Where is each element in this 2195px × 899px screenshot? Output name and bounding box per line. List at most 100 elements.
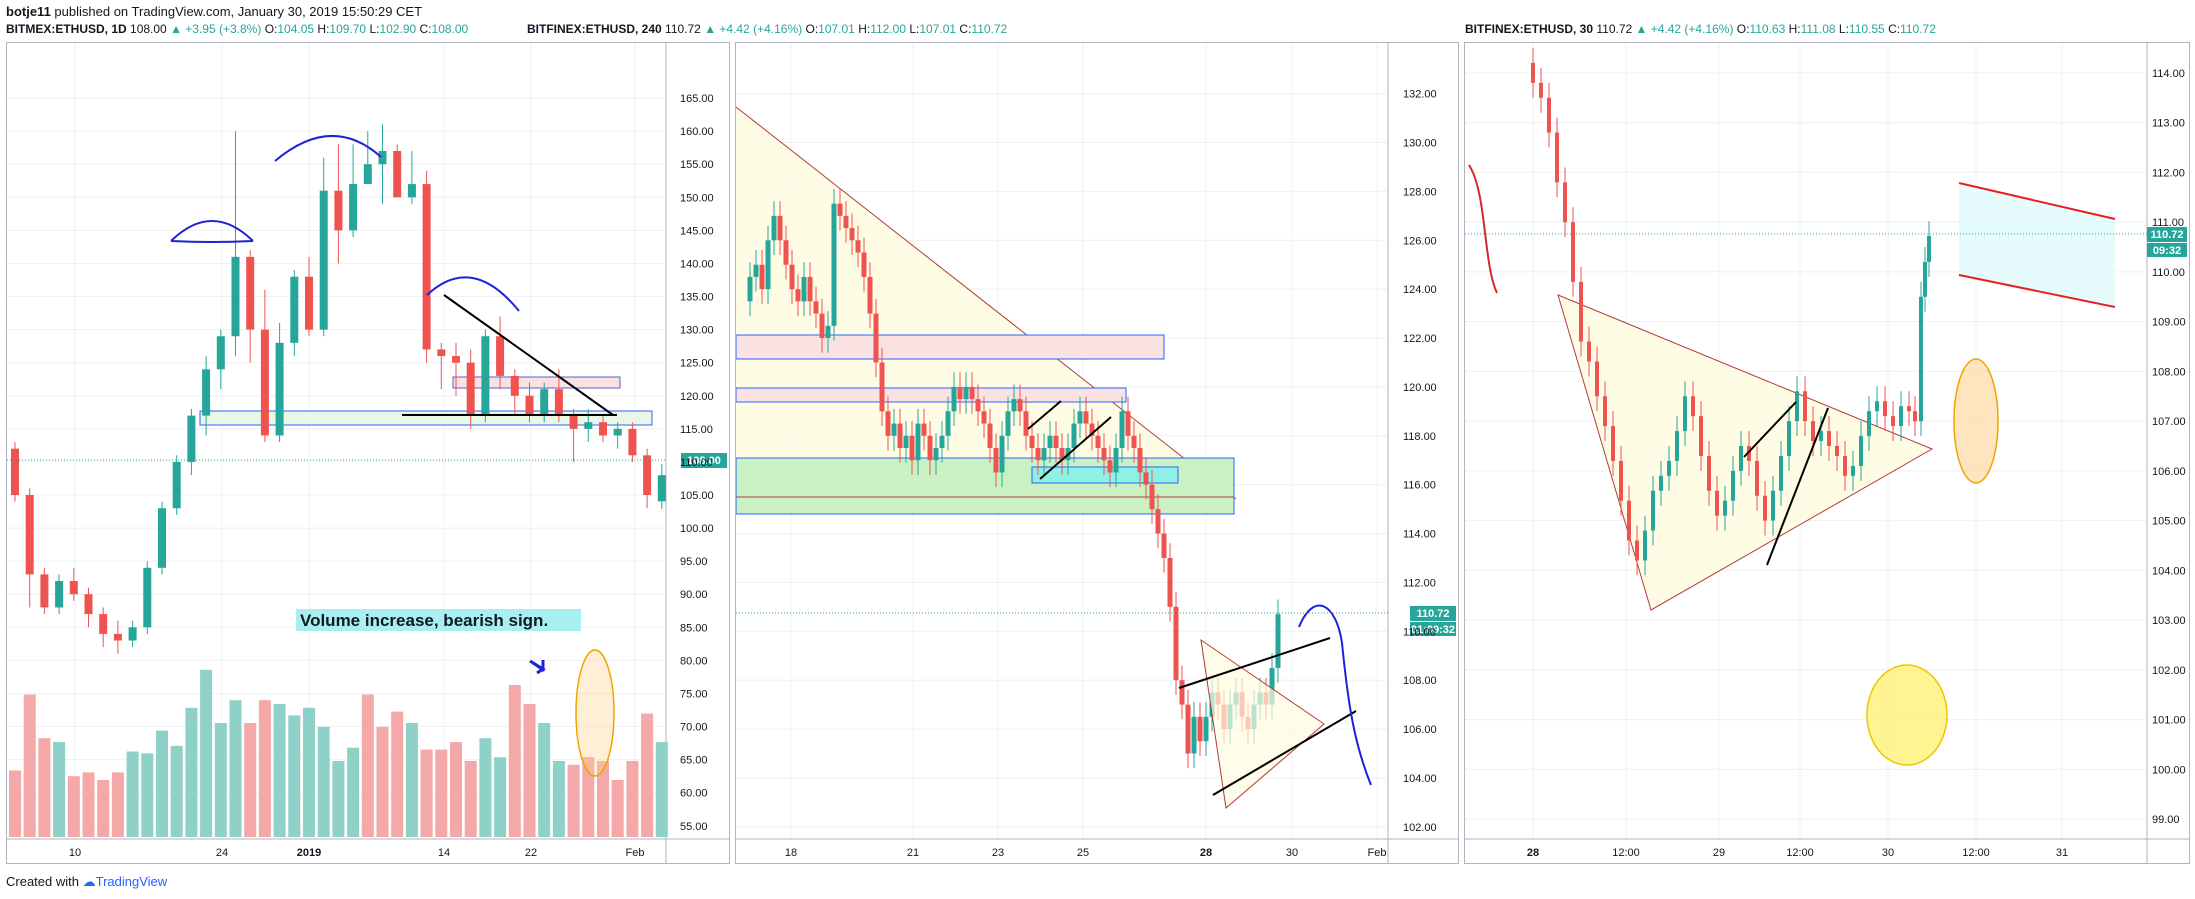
flag-line-1[interactable] bbox=[1743, 401, 1797, 458]
candle-body bbox=[202, 369, 211, 416]
candle-body bbox=[1755, 460, 1759, 496]
y-tick-label: 101.00 bbox=[2152, 715, 2186, 727]
left-shoulder-arc[interactable] bbox=[170, 220, 254, 242]
candle-body bbox=[1683, 396, 1687, 432]
tradingview-brand-link[interactable]: TradingView bbox=[95, 874, 168, 889]
trendline-down[interactable] bbox=[443, 294, 614, 416]
candle-body bbox=[113, 633, 122, 641]
zone-green[interactable] bbox=[735, 457, 1235, 515]
candle-body bbox=[801, 276, 807, 302]
chart-panel-daily[interactable]: Volume increase, bearish sign. 108.00 16… bbox=[6, 42, 730, 864]
30m-chart-svg[interactable]: 110.72 09:32 114.00 113.00 112.00 111.00 110… bbox=[1465, 43, 2189, 863]
candle-body bbox=[1107, 460, 1113, 473]
author-name[interactable]: botje11 bbox=[6, 4, 51, 19]
volume-bar bbox=[258, 700, 271, 837]
x-tick-label: 12:00 bbox=[1612, 847, 1640, 859]
y-tick-label: 124.00 bbox=[1403, 284, 1437, 296]
volume-bar bbox=[405, 723, 418, 837]
candle-body bbox=[216, 336, 225, 370]
4h-chart-svg[interactable]: 110.72 01:09:32 132.00 130.00 128.00 126.00… bbox=[735, 43, 1458, 863]
candle-body bbox=[969, 386, 975, 400]
candle-body bbox=[843, 215, 849, 229]
head-arc[interactable] bbox=[274, 135, 382, 162]
channel-lower-line[interactable] bbox=[1958, 274, 2116, 308]
time-axis[interactable]: 10 24 2019 14 22 Feb bbox=[69, 847, 645, 859]
candle-body bbox=[525, 395, 534, 416]
time-axis[interactable]: 18 21 23 25 28 30 Feb bbox=[785, 847, 1387, 859]
y-tick-label: 165.00 bbox=[680, 93, 714, 105]
chart-panel-4h[interactable]: 110.72 01:09:32 132.00 130.00 128.00 126.00… bbox=[735, 42, 1459, 864]
candle-body bbox=[981, 411, 987, 424]
price-axis[interactable]: 132.00 130.00 128.00 126.00 124.00 122.00 120.… bbox=[1403, 89, 1437, 834]
candles bbox=[747, 188, 1281, 769]
resistance-zone[interactable] bbox=[452, 376, 621, 389]
volume-highlight-ellipse[interactable] bbox=[575, 649, 615, 777]
panel-1-legend: BITMEX:ETHUSD, 1D 108.00 ▲ +3.95 (+3.8%)… bbox=[6, 22, 468, 36]
small-triangle[interactable] bbox=[1200, 638, 1325, 809]
candle-body bbox=[55, 581, 64, 608]
candle-body bbox=[69, 581, 78, 595]
candle-body bbox=[915, 423, 921, 461]
candle-body bbox=[1167, 557, 1173, 607]
h-label: H: bbox=[317, 22, 330, 36]
breakout-highlight-ellipse[interactable] bbox=[1953, 358, 1999, 484]
x-tick-label: 14 bbox=[438, 847, 450, 859]
y-tick-label: 140.00 bbox=[680, 258, 714, 270]
candle-body bbox=[378, 151, 387, 165]
x-tick-label: 24 bbox=[216, 847, 228, 859]
time-axis[interactable]: 28 12:00 29 12:00 30 12:00 31 bbox=[1527, 847, 2068, 859]
volume-bar bbox=[200, 669, 213, 837]
y-tick-label: 110.00 bbox=[2152, 267, 2185, 279]
candle-body bbox=[987, 423, 993, 448]
price-axis[interactable]: 114.00 113.00 112.00 111.00 110.00 109.00 108.… bbox=[2152, 68, 2186, 826]
chart-panel-30m[interactable]: 110.72 09:32 114.00 113.00 112.00 111.00 110… bbox=[1464, 42, 2190, 864]
annotation-text[interactable]: Volume increase, bearish sign. bbox=[300, 611, 548, 630]
candle-body bbox=[1059, 448, 1065, 461]
channel-bottom[interactable] bbox=[1212, 710, 1357, 796]
channel-top[interactable] bbox=[1178, 637, 1331, 689]
descending-triangle-edge[interactable] bbox=[735, 106, 1237, 500]
right-shoulder-arc[interactable] bbox=[426, 276, 520, 312]
created-with-label: Created with bbox=[6, 874, 79, 889]
candle-body bbox=[1811, 421, 1815, 442]
l-label: L: bbox=[909, 22, 920, 36]
countdown-tag bbox=[1410, 622, 1456, 636]
panel-2-symbol[interactable]: BITFINEX:ETHUSD, 240 bbox=[527, 22, 662, 36]
yellow-ellipse[interactable] bbox=[1866, 664, 1948, 766]
red-curve[interactable] bbox=[1468, 164, 1498, 294]
panel-2-change: ▲ +4.42 (+4.16%) bbox=[704, 22, 803, 36]
candle-body bbox=[867, 276, 873, 314]
projection-curve[interactable] bbox=[1298, 604, 1372, 786]
flag-line-1[interactable] bbox=[1027, 400, 1062, 430]
flag-line-2[interactable] bbox=[1766, 407, 1829, 566]
shoulder-arc-left[interactable] bbox=[170, 240, 254, 243]
volume-bar bbox=[97, 780, 110, 837]
panel-3-symbol[interactable]: BITFINEX:ETHUSD, 30 bbox=[1465, 22, 1594, 36]
y-tick-label: 100.00 bbox=[680, 523, 714, 535]
panel-1-symbol[interactable]: BITMEX:ETHUSD, 1D bbox=[6, 22, 127, 36]
candle-body bbox=[349, 184, 358, 231]
volume-bar bbox=[317, 726, 330, 837]
zone-red-lower[interactable] bbox=[735, 387, 1127, 403]
price-axis[interactable]: 165.00 160.00 155.00 150.00 145.00 140.00 135.… bbox=[680, 93, 714, 833]
candle-body bbox=[1867, 411, 1871, 437]
high-value: 112.00 bbox=[870, 22, 907, 36]
y-tick-label: 118.00 bbox=[1403, 431, 1436, 443]
price-tag bbox=[681, 453, 727, 468]
candle-body bbox=[831, 203, 837, 326]
flag-line-2[interactable] bbox=[1039, 416, 1112, 480]
channel-upper-line[interactable] bbox=[1958, 182, 2116, 220]
x-tick-label: 21 bbox=[907, 847, 919, 859]
triangle-pattern[interactable] bbox=[1557, 294, 1934, 611]
countdown-text: 01:09:32 bbox=[1411, 624, 1455, 636]
x-tick-label: 2019 bbox=[297, 847, 321, 859]
y-tick-label: 108.00 bbox=[1403, 675, 1437, 687]
y-tick-label: 126.00 bbox=[1403, 235, 1437, 247]
y-tick-label: 70.00 bbox=[680, 722, 708, 734]
candle-body bbox=[290, 276, 299, 343]
candle-body bbox=[437, 349, 446, 357]
zone-red-upper[interactable] bbox=[735, 334, 1165, 360]
zone-cyan[interactable] bbox=[1031, 466, 1179, 484]
candle-body bbox=[1587, 341, 1591, 362]
daily-chart-svg[interactable]: Volume increase, bearish sign. 108.00 16… bbox=[7, 43, 729, 863]
